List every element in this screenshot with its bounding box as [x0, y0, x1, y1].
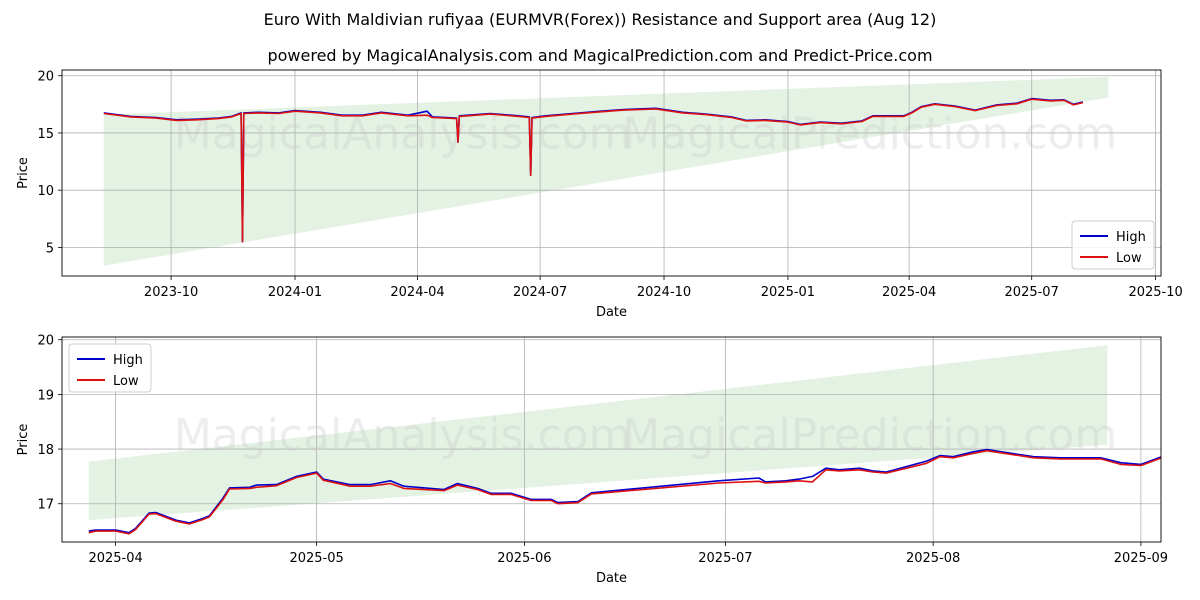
- y-tick-label: 19: [37, 388, 54, 403]
- x-axis-label: Date: [596, 305, 627, 320]
- support-resistance-band: [103, 76, 1109, 266]
- watermark-text: MagicalAnalysis.com: [174, 108, 632, 159]
- y-tick-label: 18: [37, 443, 54, 458]
- y-tick-label: 10: [37, 184, 54, 199]
- y-axis-label: Price: [16, 157, 31, 189]
- y-tick-label: 5: [46, 241, 54, 256]
- plot-frame: [61, 336, 1162, 543]
- chart-panel-1: 2023-10 2024-01 2024-04 2024-07 2024-10 2025-…: [16, 69, 1183, 320]
- x-tick-label: 2025-10: [1128, 285, 1182, 300]
- legend: High Low: [1071, 220, 1155, 270]
- x-tick-label: 2025-04: [882, 285, 936, 300]
- x-tick-label: 2025-09: [1114, 551, 1168, 566]
- y-tick-label: 20: [37, 70, 54, 85]
- watermark-text: MagicalAnalysis.com: [174, 410, 632, 461]
- y-tick-label: 15: [37, 127, 54, 142]
- x-tick-label: 2024-07: [513, 285, 567, 300]
- legend-label-low: Low: [1116, 251, 1142, 266]
- y-tick-label: 17: [37, 498, 54, 513]
- watermark-text: MagicalPrediction.com: [622, 108, 1117, 159]
- chart-title: Euro With Maldivian rufiyaa (EURMVR(Fore…: [263, 10, 937, 29]
- chart-subtitle: powered by MagicalAnalysis.com and Magic…: [267, 46, 933, 65]
- watermark-text: MagicalPrediction.com: [622, 410, 1117, 461]
- x-tick-label: 2025-05: [289, 551, 343, 566]
- support-resistance-band: [88, 345, 1108, 521]
- x-tick-label: 2025-07: [1005, 285, 1059, 300]
- x-axis-label: Date: [596, 571, 627, 586]
- x-tick-label: 2025-06: [497, 551, 551, 566]
- y-axis-label: Price: [16, 424, 31, 456]
- plot-frame: [61, 69, 1162, 277]
- x-tick-label: 2023-10: [144, 285, 198, 300]
- legend-label-high: High: [113, 353, 143, 368]
- y-tick-label: 20: [37, 334, 54, 349]
- series-line-low: [103, 98, 1084, 243]
- x-tick-label: 2025-08: [906, 551, 960, 566]
- x-tick-label: 2024-04: [390, 285, 444, 300]
- legend-label-high: High: [1116, 230, 1146, 245]
- x-tick-label: 2025-01: [761, 285, 815, 300]
- x-tick-label: 2025-04: [88, 551, 142, 566]
- series-line-high: [88, 448, 1161, 534]
- legend-box: [68, 343, 152, 393]
- legend-box: [1071, 220, 1155, 270]
- legend: High Low: [68, 343, 152, 393]
- x-tick-label: 2024-01: [268, 285, 322, 300]
- x-tick-label: 2025-07: [698, 551, 752, 566]
- x-tick-label: 2024-10: [637, 285, 691, 300]
- chart-panel-2: 2025-04 2025-05 2025-06 2025-07 2025-08 2025-…: [16, 334, 1168, 586]
- series-line-low: [88, 449, 1161, 535]
- legend-label-low: Low: [113, 374, 139, 389]
